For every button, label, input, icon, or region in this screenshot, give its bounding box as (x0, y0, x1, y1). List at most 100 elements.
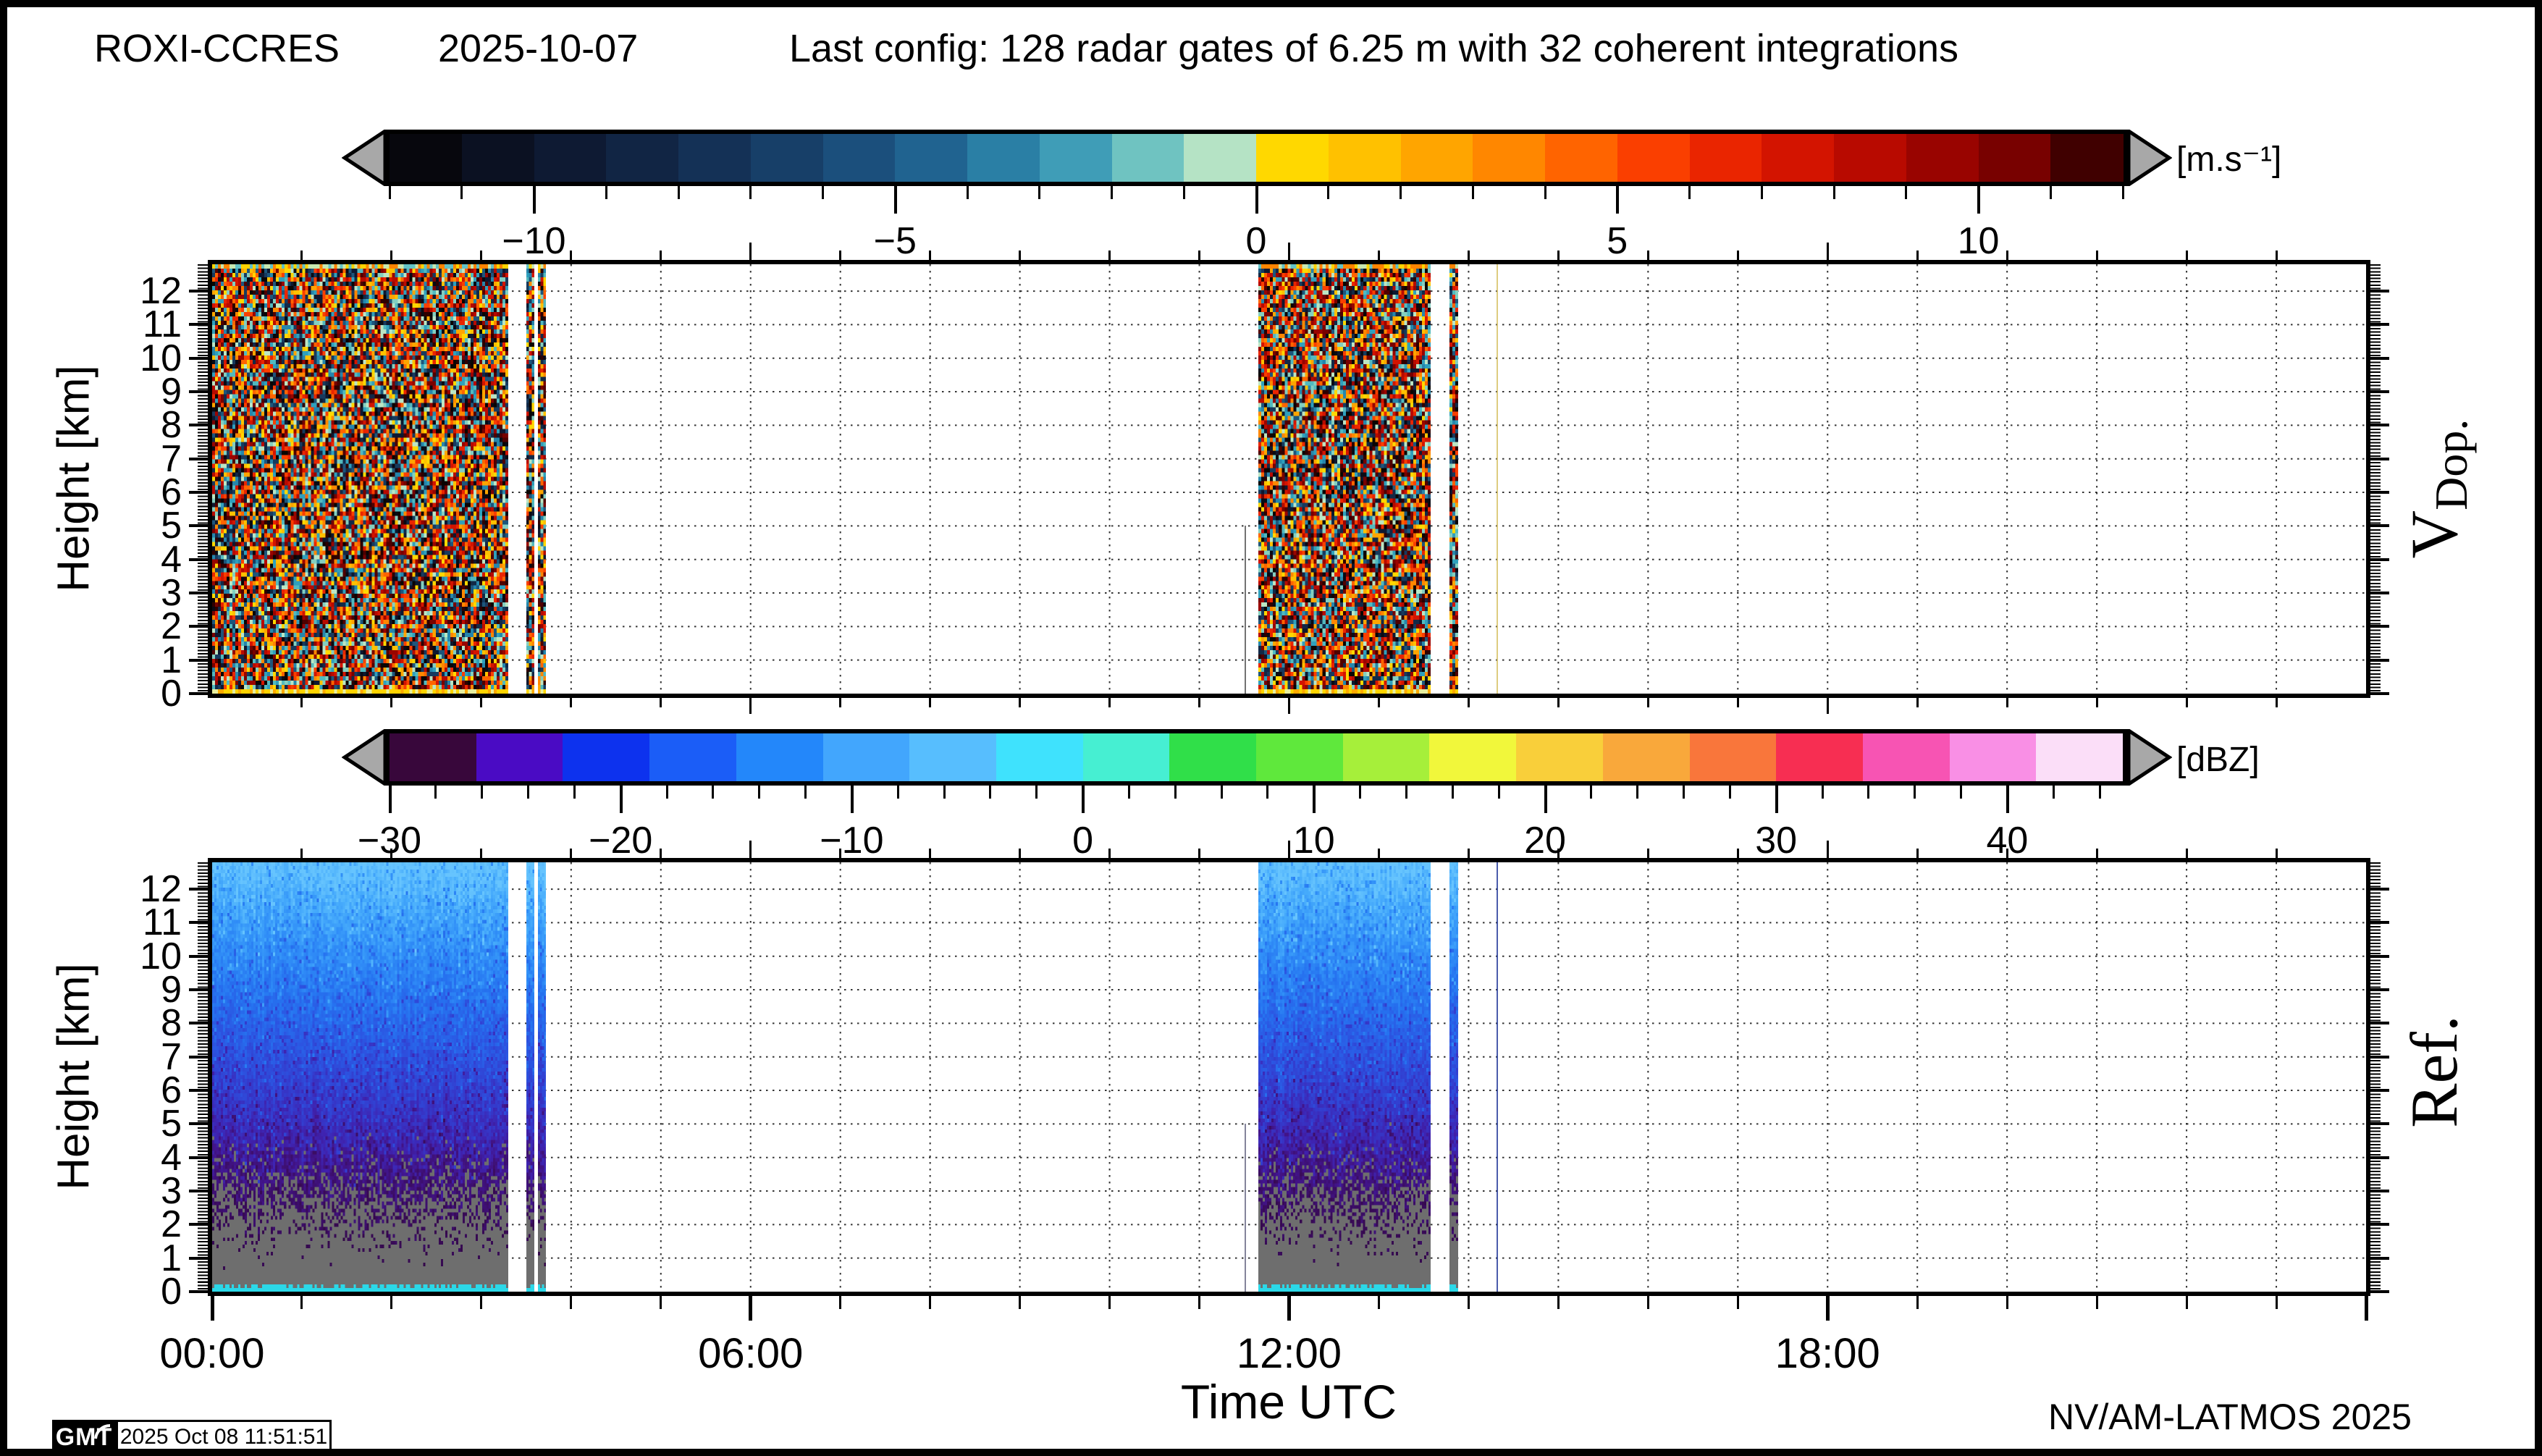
ref-data-block (1258, 862, 1431, 1292)
ref-colorbar-tick (527, 786, 529, 799)
vdop-x-tick-top (1378, 251, 1380, 260)
vdop-colorbar-segment (1979, 134, 2051, 182)
vdop-colorbar-segment (1184, 134, 1256, 182)
vdop-x-tick-bottom (2186, 698, 2188, 707)
vdop-colorbar-segment (1473, 134, 1545, 182)
vdop-colorbar-segment (967, 134, 1040, 182)
vdop-y-tick-left (189, 390, 208, 393)
ref-x-axis-tick (570, 1296, 572, 1309)
vdop-thin-line (1497, 264, 1498, 694)
ref-colorbar-segment (1603, 733, 1690, 781)
vdop-colorbar-tick (678, 186, 680, 199)
ref-y-tick-left (189, 1290, 208, 1293)
vdop-colorbar-segment (1690, 134, 1762, 182)
vdop-y-tick-left (189, 491, 208, 494)
vdop-y-tick-left (189, 558, 208, 561)
ref-colorbar-tick (389, 786, 392, 813)
ref-x-tick-top (1468, 849, 1470, 858)
vdop-y-tick-right (2370, 524, 2389, 527)
vdop-x-tick-bottom (1468, 698, 1470, 707)
ref-x-tick-top (1019, 849, 1021, 858)
vdop-colorbar-tick-label: 5 (1607, 219, 1628, 263)
ref-colorbar-segment (1256, 733, 1343, 781)
vdop-colorbar-tick (1255, 186, 1258, 214)
ref-colorbar-tick-label: 20 (1524, 819, 1566, 862)
ref-colorbar-segment (1429, 733, 1516, 781)
vdop-x-tick-top (1288, 243, 1290, 260)
ref-colorbar-tick (573, 786, 576, 799)
ref-x-axis-tick (1468, 1296, 1470, 1309)
vdop-y-tick-left (189, 625, 208, 628)
vdop-colorbar-tick-label: −5 (874, 219, 917, 263)
ref-colorbar-tick (1498, 786, 1500, 799)
vdop-y-tick-right (2370, 390, 2389, 393)
ref-x-axis-tick (211, 1296, 214, 1321)
vdop-colorbar-tick-label: 10 (1958, 219, 2000, 263)
ref-x-axis-tick (1557, 1296, 1560, 1309)
ref-x-axis-tick (390, 1296, 392, 1309)
ref-colorbar-left-arrow-icon (342, 729, 387, 786)
ref-x-axis-tick (2365, 1296, 2368, 1321)
vdop-x-tick-bottom (749, 698, 752, 714)
ref-x-axis-tick (1647, 1296, 1649, 1309)
vdop-colorbar-tick-label: −10 (502, 219, 565, 263)
ref-colorbar-tick-label: 30 (1755, 819, 1797, 862)
ref-colorbar-tick (943, 786, 946, 799)
vdop-colorbar-tick (1761, 186, 1763, 199)
ref-colorbar-tick (1636, 786, 1638, 799)
vdop-y-tick-right (2370, 357, 2389, 360)
vdop-x-tick-bottom (570, 698, 572, 707)
ref-data-block (526, 862, 534, 1292)
vdop-colorbar-tick-label: 0 (1246, 219, 1267, 263)
vdop-x-tick-bottom (1916, 698, 1919, 707)
vdop-y-minor-ticks-right (2370, 264, 2381, 694)
ref-y-tick-left (189, 1022, 208, 1024)
ref-colorbar-segment (736, 733, 823, 781)
ref-x-tick-top (2186, 849, 2188, 858)
ref-colorbar-tick (1082, 786, 1085, 813)
vdop-data-block (1449, 264, 1457, 694)
ref-colorbar-tick (2006, 786, 2009, 813)
vdop-y-tick-left (189, 692, 208, 695)
ref-x-tick-top (300, 849, 303, 858)
ref-x-tick-top (1557, 849, 1560, 858)
vdop-y-tick-right (2370, 491, 2389, 494)
vdop-colorbar-tick (1833, 186, 1835, 199)
ref-x-tick-top (2276, 849, 2278, 858)
ref-x-tick-top (480, 849, 482, 858)
vdop-y-tick-right (2370, 592, 2389, 594)
vdop-x-tick-bottom (1557, 698, 1560, 707)
vdop-colorbar-segment (2050, 134, 2123, 182)
vdop-x-tick-top (1737, 251, 1739, 260)
ref-colorbar-segment (2036, 733, 2123, 781)
vdop-colorbar-segment (1906, 134, 1979, 182)
ref-colorbar-tick (1266, 786, 1268, 799)
ref-colorbar-tick (1960, 786, 1962, 799)
ref-y-tick-left (189, 955, 208, 958)
ref-colorbar-tick-label: −10 (820, 819, 883, 862)
vdop-x-tick-top (1108, 251, 1111, 260)
ref-colorbar-tick (989, 786, 991, 799)
ref-colorbar-segment (996, 733, 1083, 781)
ref-x-tick-top (1737, 849, 1739, 858)
vdop-colorbar-right-arrow-icon (2127, 130, 2172, 186)
config-label: Last config: 128 radar gates of 6.25 m w… (789, 26, 1958, 71)
ref-y-tick-right (2370, 1190, 2389, 1192)
ref-y-tick-right (2370, 1056, 2389, 1059)
ref-x-tick-top (929, 849, 931, 858)
ref-x-axis-tick (749, 1296, 752, 1321)
ref-y-minor-ticks-right (2370, 862, 2381, 1292)
ref-colorbar-tick (1729, 786, 1731, 799)
ref-colorbar-tick (481, 786, 483, 799)
vdop-colorbar-tick (2122, 186, 2124, 199)
ref-colorbar-tick (1174, 786, 1177, 799)
station-name: ROXI-CCRES (94, 26, 340, 71)
vdop-colorbar-tick (894, 186, 897, 214)
ref-y-tick-left (189, 1156, 208, 1159)
vdop-x-tick-top (1198, 251, 1200, 260)
ref-colorbar-tick (758, 786, 760, 799)
vdop-colorbar-segment (1834, 134, 1906, 182)
vdop-x-tick-bottom (1198, 698, 1200, 707)
ref-colorbar-tick-label: −20 (589, 819, 652, 862)
ref-x-tick-top (749, 841, 752, 858)
